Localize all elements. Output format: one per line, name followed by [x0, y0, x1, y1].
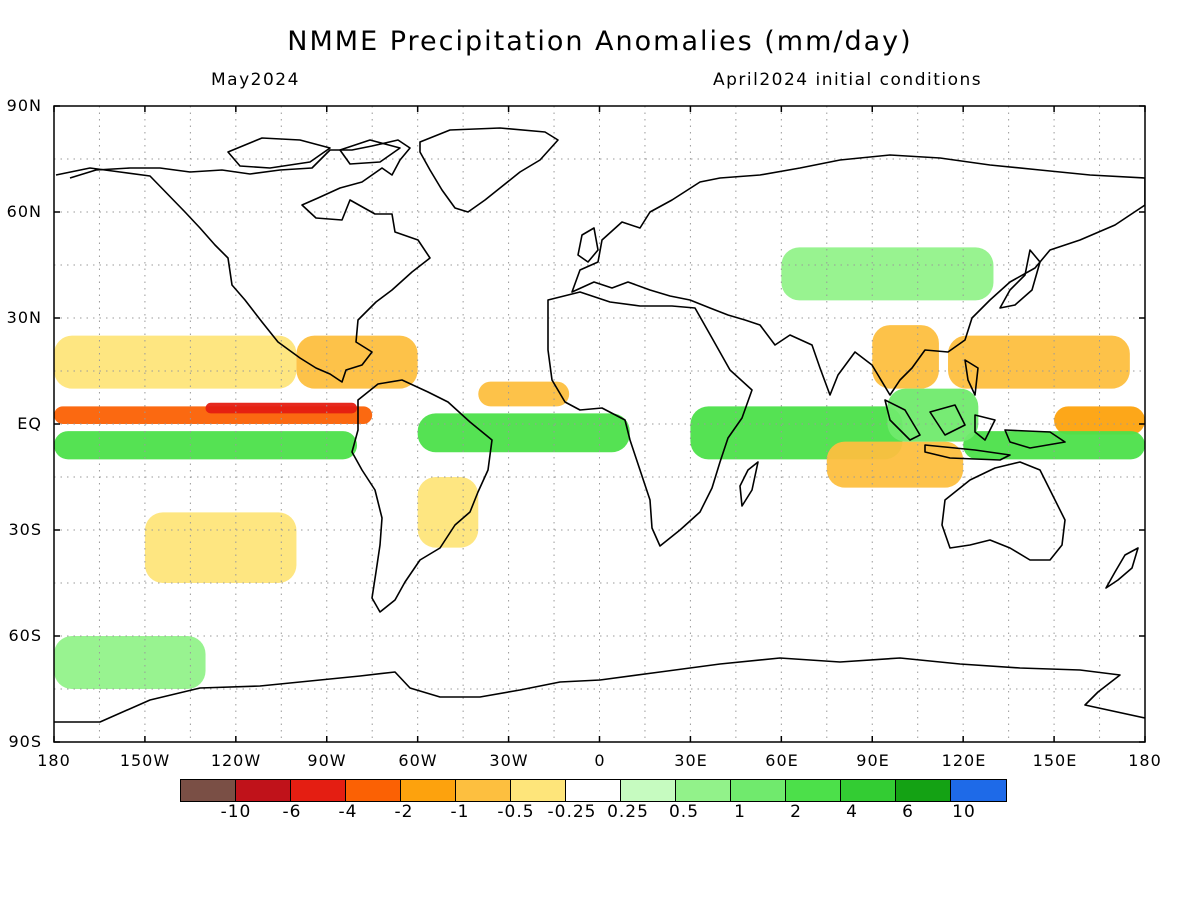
new-zealand-coast	[1105, 547, 1139, 589]
lon-label-30e: 30E	[674, 751, 708, 770]
anomaly-region-1	[205, 402, 358, 414]
anomaly-region-12	[948, 335, 1130, 389]
colorbar-swatch	[401, 780, 456, 801]
chart-title: NMME Precipitation Anomalies (mm/day)	[287, 26, 913, 57]
axis-ticks	[53, 105, 1146, 743]
colorbar-tick-label: 0.25	[607, 802, 649, 822]
eurasia-coast	[571, 154, 1145, 396]
colorbar-swatch	[676, 780, 731, 801]
colorbar-swatch	[346, 780, 401, 801]
anomaly-region-17	[54, 636, 206, 689]
anomaly-region-16	[781, 247, 994, 301]
colorbar-tick-label: 10	[952, 802, 976, 822]
colorbar-swatch	[896, 780, 951, 801]
uk-coast	[577, 227, 599, 263]
colorbar-swatch	[841, 780, 896, 801]
greenland-coast	[419, 127, 559, 213]
lon-label-120e: 120E	[941, 751, 987, 770]
colorbar-swatch	[731, 780, 786, 801]
lon-label-150w: 150W	[119, 751, 171, 770]
colorbar-tick-label: -2	[394, 802, 414, 822]
lat-label-30n: 30N	[6, 308, 42, 327]
north-america-coast	[55, 139, 431, 383]
lat-label-eq: EQ	[17, 414, 42, 433]
antarctica-coast	[54, 657, 1145, 723]
madagascar-coast	[739, 461, 759, 507]
lat-label-30s: 30S	[8, 520, 42, 539]
colorbar-swatch	[236, 780, 291, 801]
anomaly-region-5	[417, 413, 630, 453]
lon-label-180e: 180	[1128, 751, 1162, 770]
colorbar-tick-label: 0.5	[668, 802, 700, 822]
colorbar-swatch	[456, 780, 511, 801]
colorbar-tick-label: 6	[902, 802, 914, 822]
forecast-month: May2024	[211, 70, 300, 90]
anomaly-region-6	[478, 381, 570, 407]
colorbar-swatch	[621, 780, 676, 801]
colorbar-tick-label: -0.5	[497, 802, 535, 822]
south-america-coast	[351, 379, 493, 613]
colorbar-swatch	[951, 780, 1006, 801]
colorbar-swatch	[786, 780, 841, 801]
anomaly-region-13	[1054, 406, 1145, 435]
colorbar-swatch	[181, 780, 236, 801]
colorbar-tick-label: -0.25	[547, 802, 597, 822]
indonesia-coast	[884, 359, 1066, 461]
colorbar-swatch	[291, 780, 346, 801]
initial-conditions-label: April2024 initial conditions	[713, 70, 983, 90]
africa-coast	[547, 291, 753, 547]
colorbar-tick-label: 4	[846, 802, 858, 822]
colorbar-tick-label: -6	[282, 802, 302, 822]
lat-label-60n: 60N	[6, 202, 42, 221]
japan-coast	[999, 249, 1041, 309]
lon-label-60e: 60E	[765, 751, 799, 770]
anomaly-shading	[54, 247, 1145, 689]
colorbar-tick-label: 2	[790, 802, 802, 822]
anomaly-region-8	[144, 512, 297, 583]
anomaly-region-4	[296, 335, 418, 389]
lon-label-120w: 120W	[210, 751, 262, 770]
arctic-islands-coast	[227, 137, 401, 169]
anomaly-region-11	[872, 325, 939, 389]
lat-label-90n: 90N	[6, 96, 42, 115]
anomaly-region-3	[54, 335, 297, 389]
lon-label-0: 0	[594, 751, 606, 770]
lon-label-30w: 30W	[489, 751, 529, 770]
colorbar-swatch	[511, 780, 566, 801]
coastlines	[54, 127, 1145, 723]
lat-label-60s: 60S	[8, 626, 42, 645]
lon-label-90e: 90E	[856, 751, 890, 770]
lon-label-90w: 90W	[307, 751, 347, 770]
anomaly-region-10	[826, 441, 964, 488]
lon-label-60w: 60W	[398, 751, 438, 770]
colorbar	[180, 779, 1007, 802]
colorbar-tick-label: -1	[450, 802, 470, 822]
colorbar-tick-label: -10	[220, 802, 252, 822]
lon-label-180w: 180	[37, 751, 71, 770]
colorbar-swatch	[566, 780, 621, 801]
lon-label-150e: 150E	[1032, 751, 1078, 770]
colorbar-tick-label: 1	[734, 802, 746, 822]
lat-label-90s: 90S	[8, 732, 42, 751]
australia-coast	[941, 461, 1066, 561]
colorbar-tick-label: -4	[338, 802, 358, 822]
